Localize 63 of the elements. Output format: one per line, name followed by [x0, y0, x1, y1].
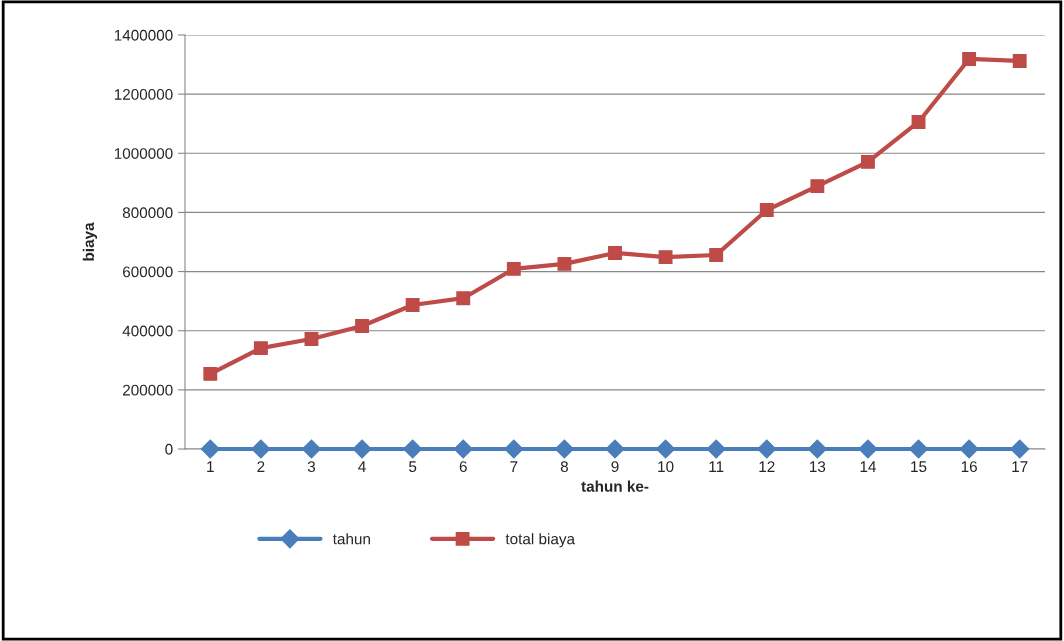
point — [1010, 439, 1030, 459]
x-tick-label: 5 — [409, 461, 417, 473]
x-tick-label: 7 — [510, 461, 518, 472]
point — [301, 439, 322, 459]
legend-label: tahun — [332, 533, 370, 545]
x-tick-label: 8 — [560, 461, 568, 473]
legend-label: total biaya — [505, 533, 576, 548]
point — [959, 439, 979, 459]
point — [860, 154, 875, 169]
x-tick-label: 1 — [207, 461, 214, 472]
point — [810, 179, 825, 194]
point — [605, 439, 625, 459]
point — [706, 439, 726, 459]
y-tick-label: 1000000 — [114, 148, 173, 159]
x-tick-label: 15 — [911, 461, 927, 473]
x-tick-label: 16 — [961, 461, 977, 473]
point — [807, 439, 827, 459]
x-tick-label: 4 — [358, 461, 366, 472]
y-tick-label: 200000 — [122, 384, 173, 396]
y-tick-label: 0 — [165, 443, 173, 455]
point — [251, 439, 271, 459]
y-axis-title: biaya — [82, 222, 98, 261]
x-tick-label: 6 — [459, 461, 467, 473]
point — [557, 256, 572, 271]
point — [456, 291, 471, 306]
point — [504, 439, 524, 459]
point — [200, 439, 220, 459]
point — [656, 439, 676, 459]
point — [352, 439, 372, 459]
point — [304, 332, 319, 346]
point — [709, 248, 724, 262]
point — [962, 52, 977, 66]
point — [403, 439, 423, 459]
x-tick-label: 13 — [810, 461, 826, 473]
point — [355, 319, 370, 333]
x-tick-label: 9 — [611, 461, 619, 473]
x-tick-label: 17 — [1012, 461, 1028, 472]
x-axis-title: tahun ke- — [581, 480, 649, 492]
x-tick-label: 12 — [759, 461, 775, 472]
point — [453, 439, 473, 459]
x-tick-label: 11 — [709, 461, 724, 472]
point — [608, 245, 622, 260]
point — [554, 439, 574, 459]
point — [908, 439, 929, 459]
point — [757, 439, 777, 459]
y-tick-label: 600000 — [123, 266, 173, 278]
point — [858, 439, 878, 459]
point — [911, 114, 926, 129]
point — [405, 298, 420, 312]
point — [203, 366, 218, 381]
point — [1012, 54, 1027, 68]
point — [506, 261, 521, 276]
x-tick-label: 3 — [307, 461, 316, 473]
y-tick-label: 400000 — [122, 325, 173, 337]
point — [759, 203, 774, 218]
x-tick-label: 10 — [658, 461, 674, 473]
y-tick-label: 1400000 — [114, 29, 173, 41]
point — [253, 341, 268, 356]
x-tick-label: 2 — [257, 461, 265, 472]
x-tick-label: 14 — [860, 461, 876, 472]
y-tick-label: 800000 — [122, 207, 173, 219]
point — [658, 250, 673, 265]
y-tick-label: 1200000 — [114, 89, 173, 100]
